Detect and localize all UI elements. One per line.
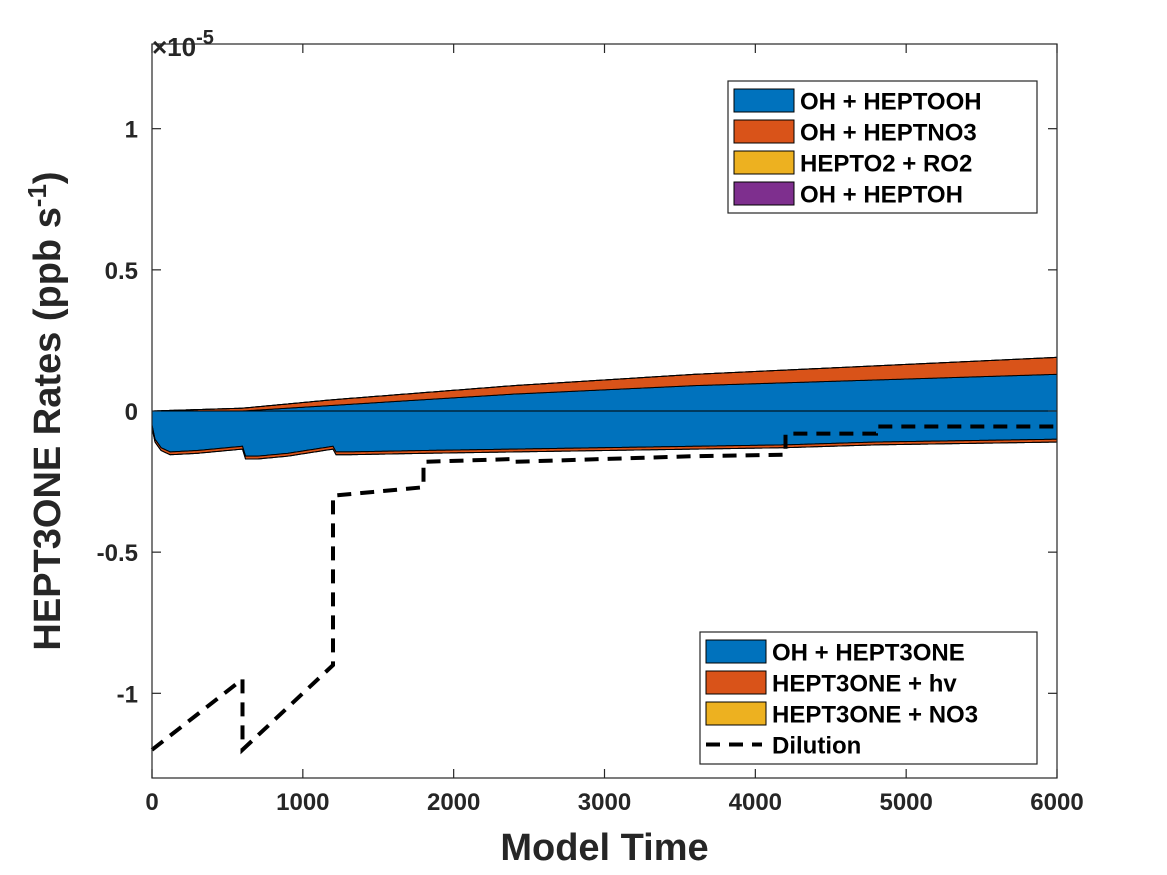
y-tick-label: 1 bbox=[125, 117, 138, 144]
x-tick-label: 3000 bbox=[578, 789, 631, 816]
legend-entry: Dilution bbox=[772, 733, 861, 760]
y-tick-label: -1 bbox=[117, 681, 138, 708]
x-tick-label: 5000 bbox=[879, 789, 932, 816]
legend-swatch bbox=[705, 670, 767, 695]
y-tick-label: 0 bbox=[125, 399, 138, 426]
y-axis-title: HEPT3ONE Rates (ppb s-1) bbox=[22, 171, 69, 650]
legend-swatch bbox=[733, 88, 795, 113]
x-tick-label: 2000 bbox=[427, 789, 480, 816]
legend-entry: HEPT3ONE + NO3 bbox=[772, 702, 978, 729]
y-tick-label: 0.5 bbox=[105, 258, 138, 285]
legend-swatch bbox=[705, 639, 767, 664]
legend-entry: OH + HEPTNO3 bbox=[800, 120, 977, 147]
legend-entry: OH + HEPT3ONE bbox=[772, 640, 965, 667]
x-tick-label: 6000 bbox=[1030, 789, 1083, 816]
legend-swatch bbox=[733, 119, 795, 144]
x-tick-label: 0 bbox=[145, 789, 158, 816]
legend-entry: OH + HEPTOH bbox=[800, 182, 963, 209]
x-tick-label: 4000 bbox=[729, 789, 782, 816]
legend-swatch bbox=[705, 701, 767, 726]
axis-ticks: 0 1000 2000 3000 4000 5000 6000 -1 -0.5 0 0.5 1 bbox=[97, 44, 1084, 816]
legend-entry: OH + HEPTOOH bbox=[800, 89, 982, 116]
legend-entry: HEPT3ONE + hv bbox=[772, 671, 957, 698]
chart-areas bbox=[151, 356, 1058, 460]
legend-entry: HEPTO2 + RO2 bbox=[800, 151, 972, 178]
legend-swatch bbox=[733, 181, 795, 206]
x-axis-title: Model Time bbox=[500, 827, 708, 869]
legend-swatch bbox=[733, 150, 795, 175]
x-tick-label: 1000 bbox=[276, 789, 329, 816]
exponent-label: ×10-5 bbox=[152, 27, 214, 62]
legend-bottom: OH + HEPT3ONE HEPT3ONE + hv HEPT3ONE + NO3… bbox=[699, 631, 1038, 765]
y-tick-label: -0.5 bbox=[97, 540, 138, 567]
legend-top: OH + HEPTOOH OH + HEPTNO3 HEPTO2 + RO2 OH +… bbox=[727, 80, 1038, 214]
